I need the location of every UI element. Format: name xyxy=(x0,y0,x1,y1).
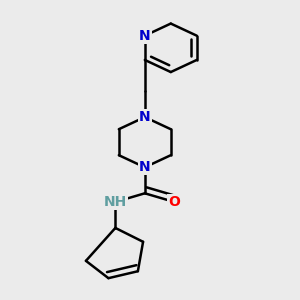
Text: O: O xyxy=(168,195,180,209)
Text: N: N xyxy=(139,160,151,174)
Text: NH: NH xyxy=(104,195,127,209)
Text: N: N xyxy=(139,110,151,124)
Text: N: N xyxy=(139,29,151,43)
